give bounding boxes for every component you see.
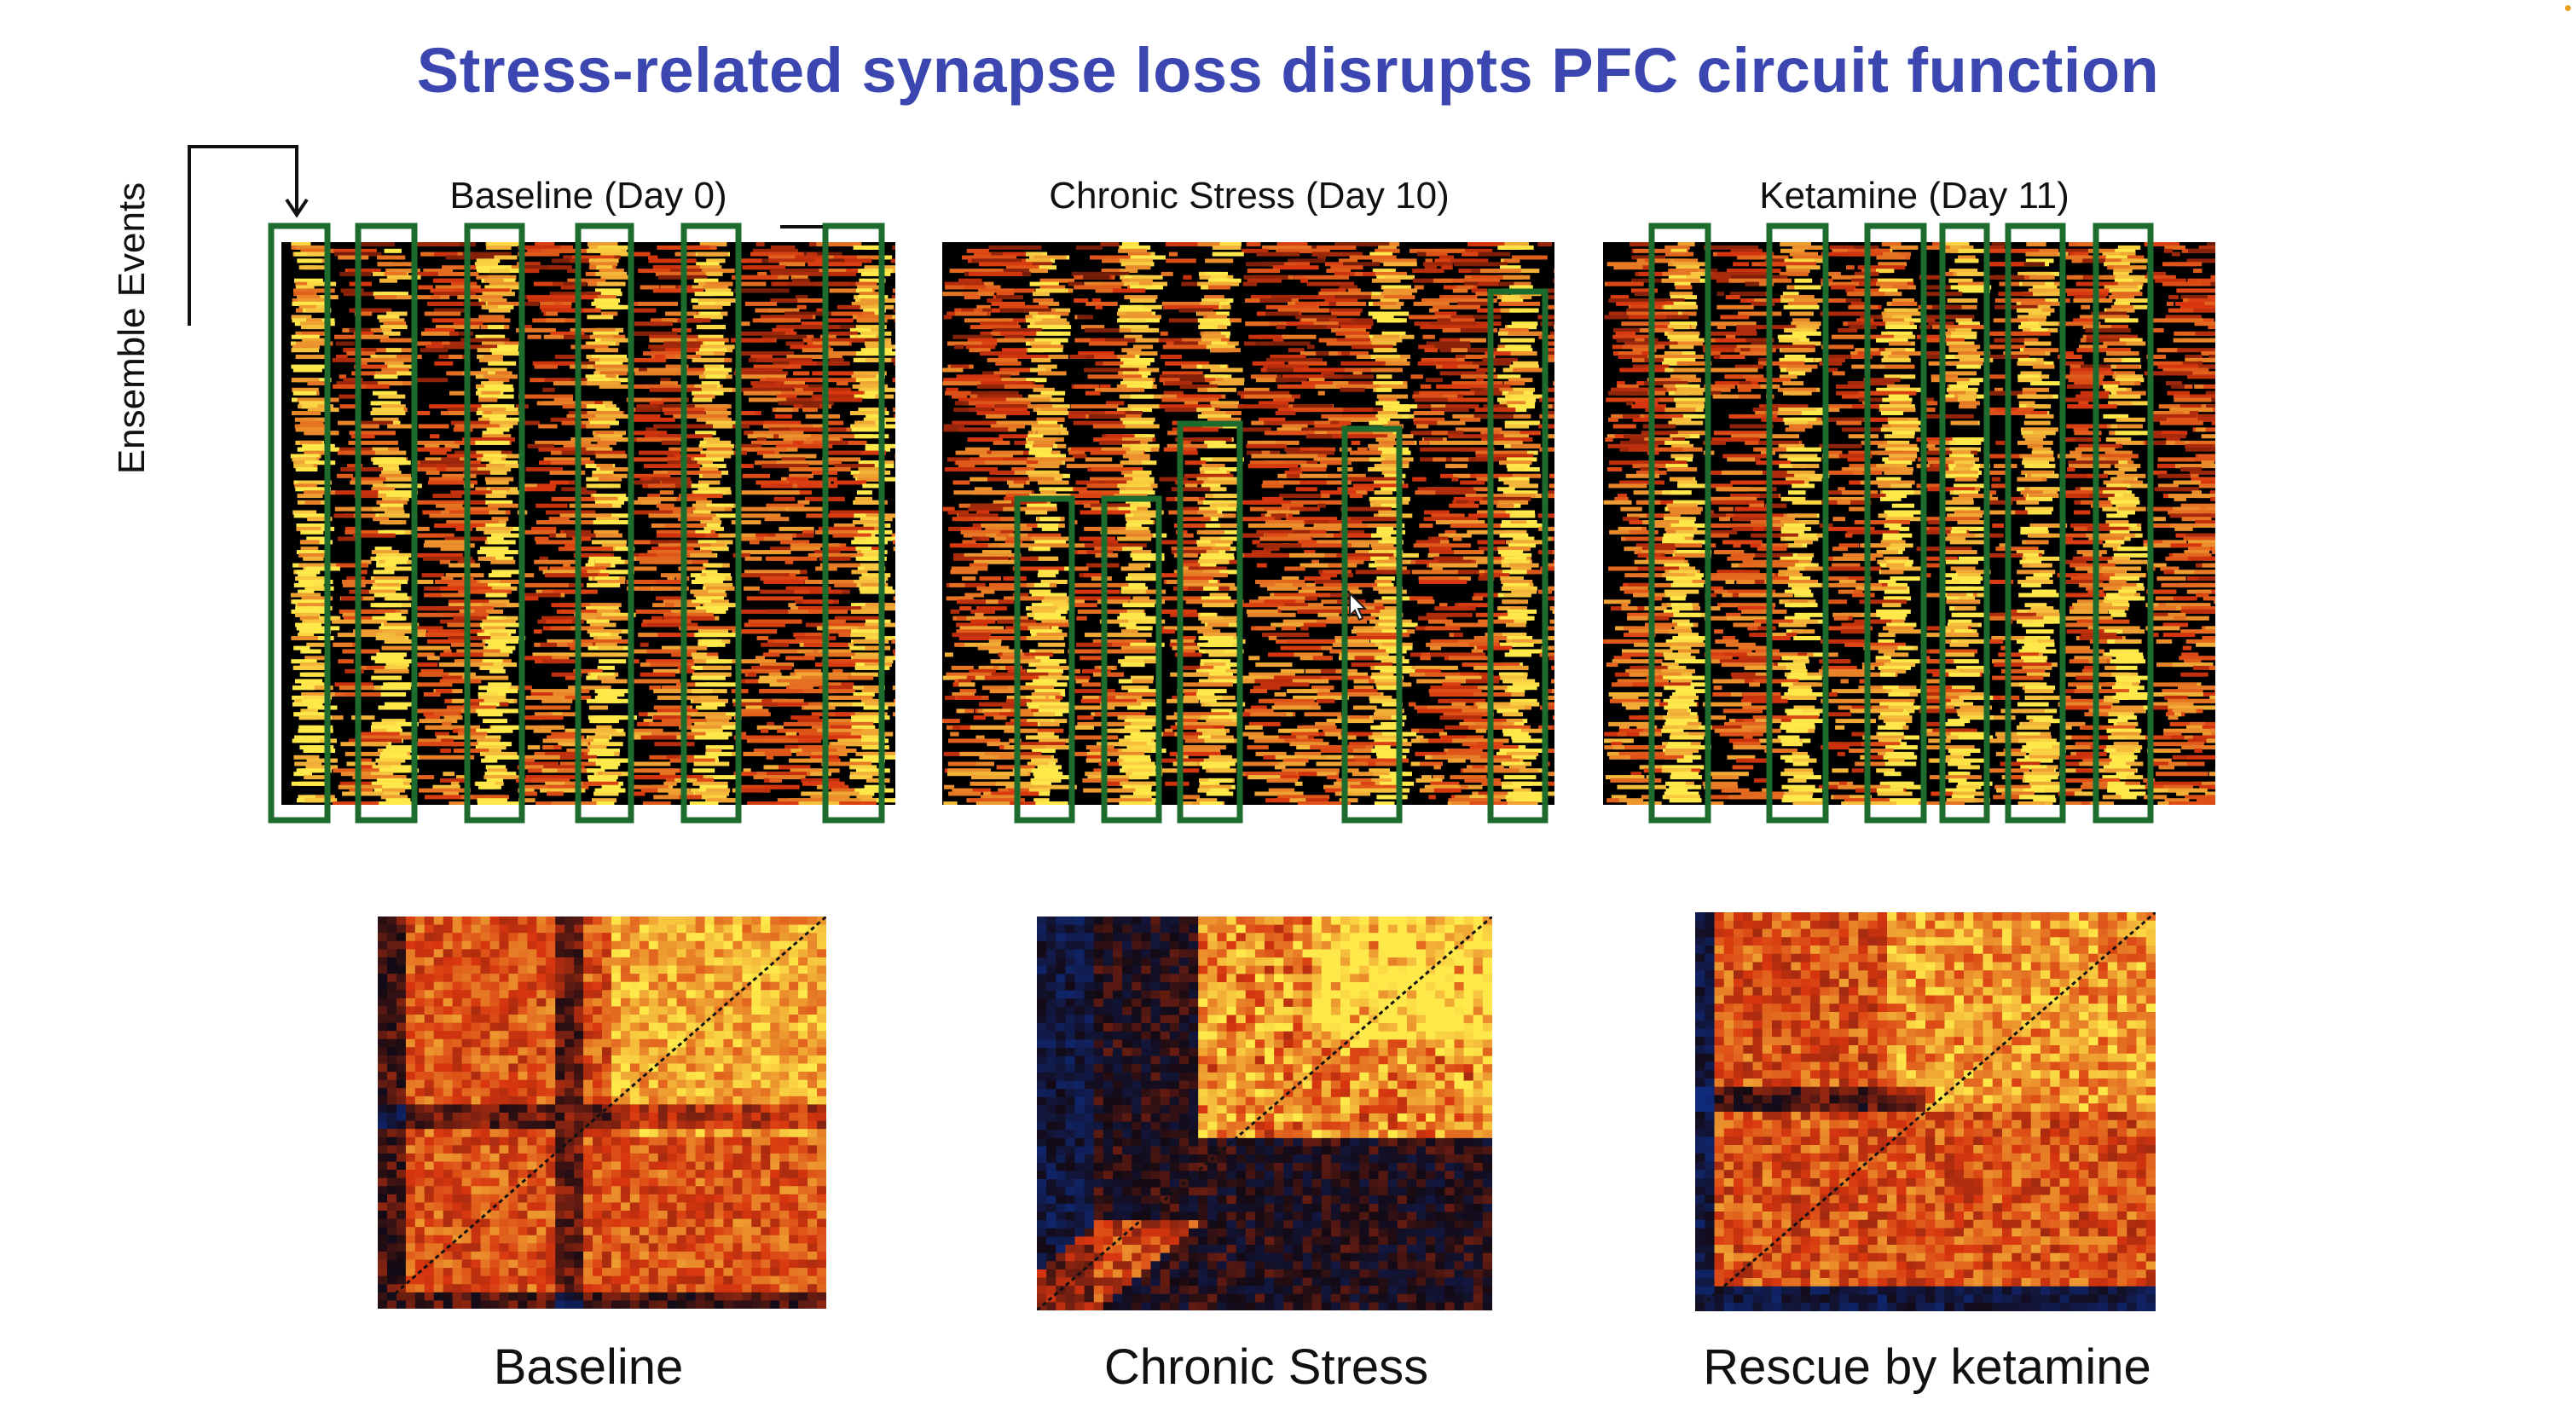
raster-label-baseline: Baseline (Day 0) bbox=[449, 175, 727, 217]
raster-label-ketamine: Ketamine (Day 11) bbox=[1759, 175, 2069, 217]
raster-heatmap-chronic-stress bbox=[942, 242, 1554, 805]
corr-label-chronic-stress: Chronic Stress bbox=[1103, 1339, 1429, 1395]
slide-title: Stress-related synapse loss disrupts PFC… bbox=[416, 35, 2160, 106]
raster-heatmap-baseline bbox=[281, 242, 895, 805]
corr-label-rescue: Rescue by ketamine bbox=[1703, 1339, 2151, 1395]
correlation-matrix-rescue bbox=[1695, 912, 2156, 1311]
raster-heatmap-ketamine bbox=[1603, 242, 2215, 805]
correlation-matrix-chronic-stress bbox=[1037, 917, 1492, 1310]
raster-label-chronic-stress: Chronic Stress (Day 10) bbox=[1049, 175, 1450, 217]
correlation-matrix-baseline bbox=[378, 917, 826, 1309]
corr-label-baseline: Baseline bbox=[493, 1339, 684, 1395]
status-dot bbox=[2565, 5, 2571, 11]
y-axis-label: Ensemble Events bbox=[111, 182, 153, 475]
